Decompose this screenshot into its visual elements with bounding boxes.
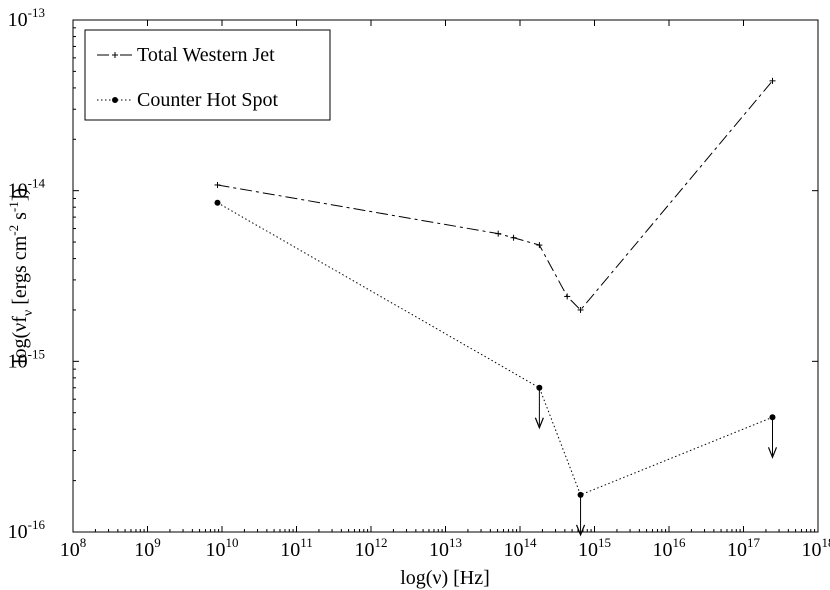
upper-limit-arrow	[576, 494, 586, 537]
data-point	[510, 234, 517, 241]
y-tick-label: 10-14	[8, 176, 46, 202]
x-tick-label: 1016	[653, 535, 687, 561]
legend-label: Counter Hot Spot	[137, 89, 279, 111]
data-point	[214, 199, 221, 206]
x-tick-label: 1011	[280, 535, 313, 561]
series-0	[214, 77, 776, 313]
legend-label: Total Western Jet	[137, 44, 275, 66]
x-tick-label: 1017	[727, 535, 761, 561]
x-axis-title: log(ν) [Hz]	[400, 567, 490, 589]
data-point	[214, 181, 221, 188]
y-axis-ticks: 10-16 10-15 10-14 10-13	[8, 5, 818, 543]
series-1	[214, 199, 778, 537]
data-point	[536, 242, 543, 249]
data-point	[769, 77, 776, 84]
x-tick-label: 109	[134, 535, 161, 561]
upper-limit-arrow	[767, 417, 778, 459]
series-layer	[214, 77, 778, 537]
y-tick-label: 10-15	[8, 346, 45, 372]
x-tick-label: 1012	[355, 535, 388, 561]
upper-limit-arrow	[534, 387, 544, 430]
series-line	[217, 202, 773, 496]
x-tick-label: 1015	[578, 535, 611, 561]
y-axis-title: log(νfν [ergs cm-2 s-1])	[6, 188, 36, 364]
y-tick-label: 10-16	[8, 517, 46, 543]
data-point	[495, 230, 502, 237]
legend-item-1: Counter Hot Spot	[97, 89, 279, 111]
legend: Total Western Jet Counter Hot Spot	[84, 29, 331, 121]
data-point	[564, 293, 571, 300]
x-axis-ticks: 108 109 1010 1011 1012 1013 1014 1015 1016 1017 10…	[60, 20, 830, 561]
x-tick-label: 1010	[206, 535, 239, 561]
y-tick-label: 10-13	[8, 5, 45, 31]
legend-box	[84, 29, 331, 121]
x-tick-label: 108	[60, 535, 87, 561]
x-tick-label: 1014	[504, 535, 538, 561]
data-point	[577, 306, 584, 313]
legend-item-0: Total Western Jet	[97, 44, 275, 66]
x-tick-label: 1018	[802, 535, 830, 561]
x-tick-label: 1013	[429, 535, 462, 561]
